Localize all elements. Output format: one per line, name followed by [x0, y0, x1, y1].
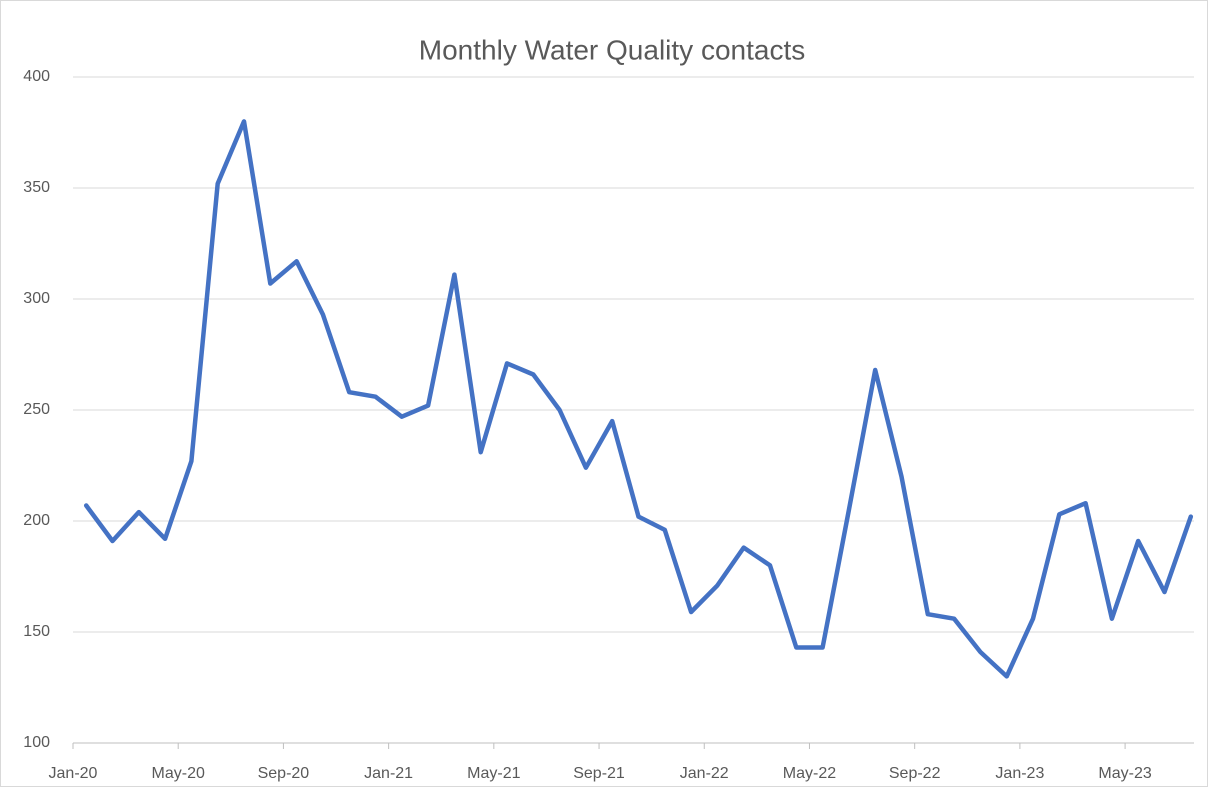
x-tick-label: Jan-22	[680, 765, 729, 782]
x-tick-label: Jan-21	[364, 765, 413, 782]
x-tick-label: Sep-20	[258, 765, 310, 782]
x-tick-label: May-22	[783, 765, 836, 782]
x-tick-label: May-23	[1098, 765, 1151, 782]
y-tick-label: 100	[23, 734, 50, 751]
chart-title: Monthly Water Quality contacts	[419, 34, 805, 65]
x-tick-label: Jan-20	[49, 765, 98, 782]
x-tick-label: Jan-23	[995, 765, 1044, 782]
y-tick-label: 200	[23, 512, 50, 529]
x-tick-label: Sep-21	[573, 765, 625, 782]
y-tick-label: 250	[23, 401, 50, 418]
y-tick-label: 150	[23, 623, 50, 640]
x-tick-label: May-20	[152, 765, 205, 782]
data-line	[83, 119, 1194, 679]
y-tick-label: 350	[23, 179, 50, 196]
y-tick-label: 400	[23, 68, 50, 85]
y-tick-label: 300	[23, 290, 50, 307]
x-tick-label: May-21	[467, 765, 520, 782]
x-tick-label: Sep-22	[889, 765, 941, 782]
